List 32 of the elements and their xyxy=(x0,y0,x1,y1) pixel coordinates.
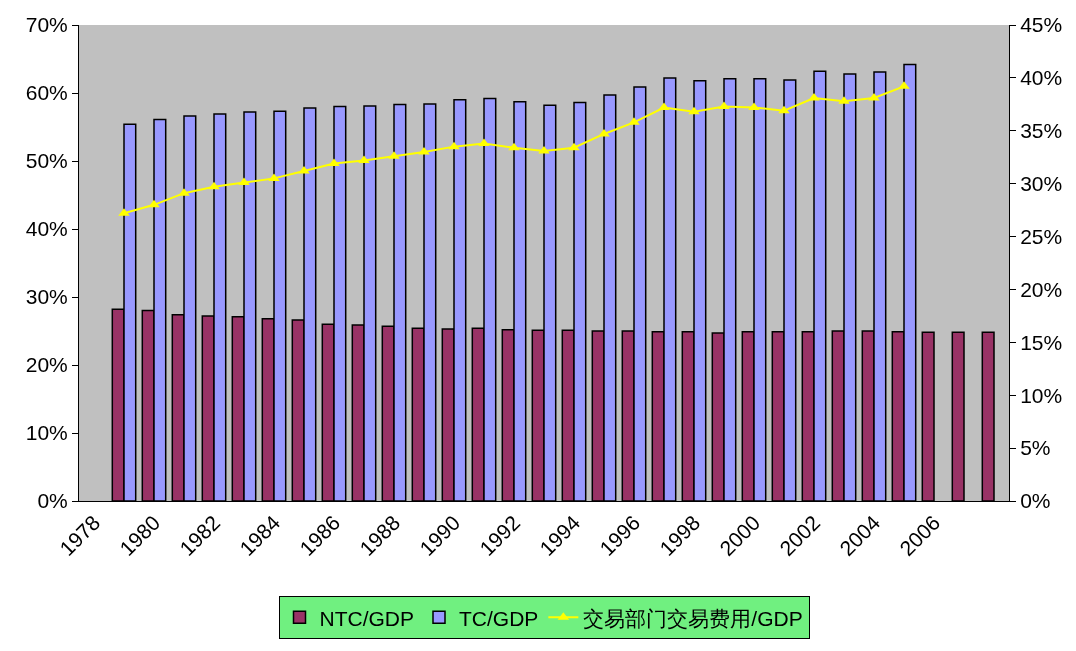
y2-tick-label: 35% xyxy=(1020,119,1063,143)
y-tick-label: 50% xyxy=(25,149,68,173)
point xyxy=(448,141,460,150)
legend-label: 交易部门交易费用/GDP xyxy=(583,606,803,630)
y2-tick-label: 20% xyxy=(1020,277,1063,301)
point xyxy=(508,142,520,151)
y-tick-label: 60% xyxy=(25,81,68,105)
point xyxy=(688,106,700,115)
legend-label: TC/GDP xyxy=(459,606,539,630)
y-tick-label: 30% xyxy=(25,285,68,309)
y2-tick-label: 5% xyxy=(1020,436,1051,460)
y2-tick-label: 40% xyxy=(1020,66,1063,90)
point xyxy=(748,102,760,111)
point xyxy=(238,177,250,186)
y2-tick-label: 25% xyxy=(1020,224,1063,248)
y2-tick-label: 15% xyxy=(1020,330,1063,354)
point xyxy=(208,181,220,190)
legend-label: NTC/GDP xyxy=(319,606,414,630)
point xyxy=(568,142,580,151)
point xyxy=(658,102,670,111)
y-tick-label: 70% xyxy=(25,13,68,37)
y-tick-label: 40% xyxy=(25,217,68,241)
point xyxy=(778,105,790,114)
y-tick-label: 10% xyxy=(25,421,68,445)
y-tick-label: 0% xyxy=(37,489,68,513)
y2-tick-label: 30% xyxy=(1020,172,1063,196)
point xyxy=(328,158,340,167)
y2-tick-label: 10% xyxy=(1020,383,1063,407)
y2-tick-label: 45% xyxy=(1020,13,1063,37)
y2-tick-label: 0% xyxy=(1020,489,1051,513)
point xyxy=(148,199,160,208)
y-tick-label: 20% xyxy=(25,353,68,377)
